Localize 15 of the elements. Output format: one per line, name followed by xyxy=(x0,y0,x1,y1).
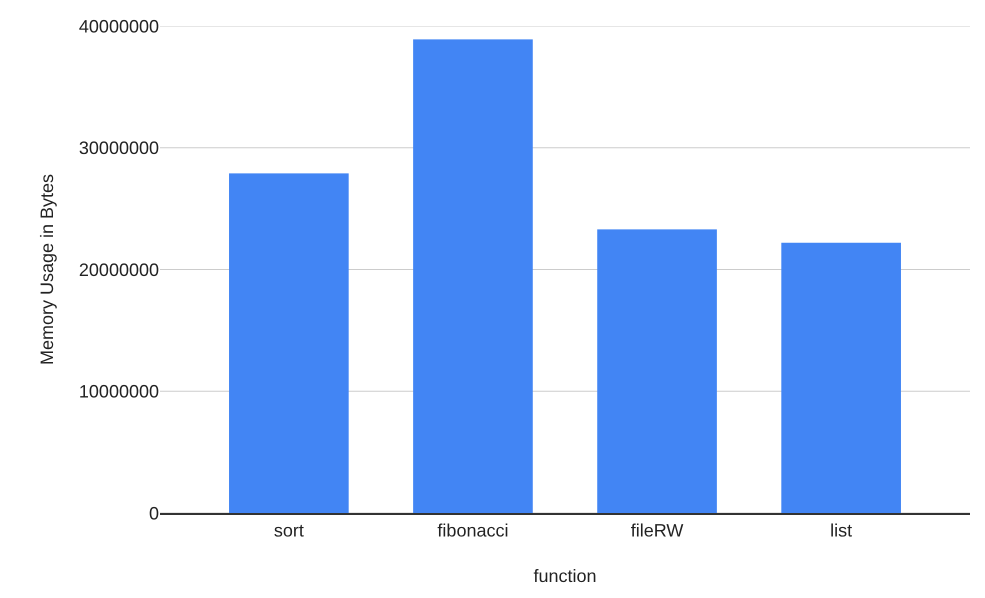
bar xyxy=(597,229,717,513)
y-tick-label: 20000000 xyxy=(78,260,159,280)
bar xyxy=(229,173,349,513)
y-axis-title: Memory Usage in Bytes xyxy=(37,174,58,366)
x-tick-label: list xyxy=(830,520,852,540)
y-tick-label: 30000000 xyxy=(78,138,159,158)
y-tick-label: 40000000 xyxy=(78,16,159,36)
x-tick-label: fileRW xyxy=(630,520,684,540)
bar xyxy=(413,39,533,513)
x-tick-label: sort xyxy=(274,520,304,540)
x-axis-title: function xyxy=(533,566,597,586)
y-tick-label: 0 xyxy=(148,503,159,524)
x-tick-label: fibonacci xyxy=(437,520,508,540)
y-tick-label: 10000000 xyxy=(78,382,159,402)
bar xyxy=(781,242,901,513)
